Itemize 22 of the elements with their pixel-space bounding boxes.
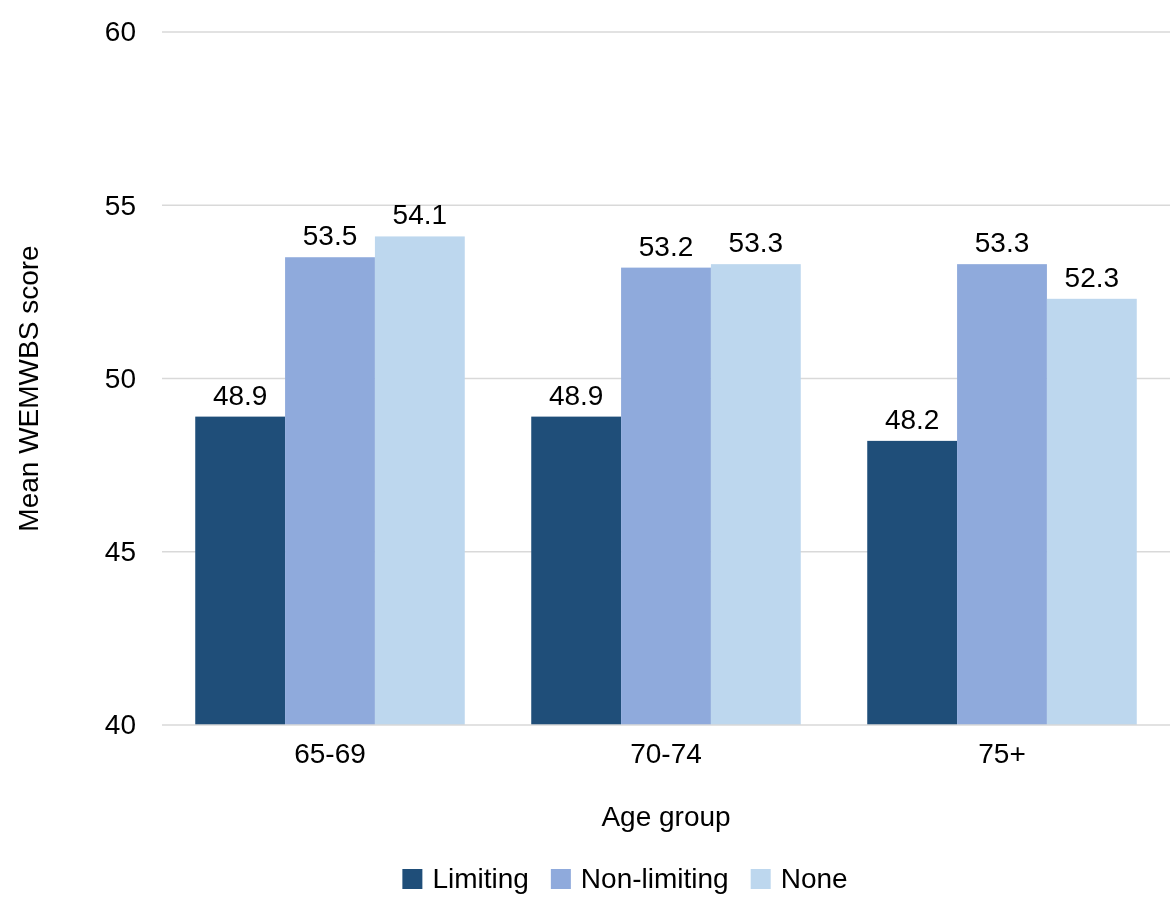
legend-label: None: [780, 863, 848, 894]
y-axis-title: Mean WEMWBS score: [13, 245, 44, 532]
data-label: 53.5: [302, 220, 358, 252]
y-tick-label: 50: [104, 362, 136, 394]
legend-label: Non-limiting: [580, 863, 729, 894]
data-label: 53.3: [728, 227, 784, 259]
y-tick-label: 45: [104, 536, 136, 568]
data-label: 48.9: [212, 379, 268, 411]
data-label: 53.3: [974, 227, 1030, 259]
x-tick-label: 70-74: [630, 737, 702, 769]
y-tick-label: 55: [104, 189, 136, 221]
x-axis-title: Age group: [601, 801, 731, 832]
x-tick-label: 75+: [978, 737, 1026, 769]
data-label: 48.9: [548, 379, 604, 411]
legend-label: Limiting: [432, 863, 529, 894]
y-tick-label: 40: [104, 709, 136, 741]
x-tick-label: 65-69: [294, 737, 366, 769]
data-label: 52.3: [1064, 261, 1120, 293]
data-label: 54.1: [392, 199, 448, 231]
y-tick-label: 60: [104, 16, 136, 48]
data-label: 48.2: [884, 403, 940, 435]
data-label: 53.2: [638, 230, 694, 262]
